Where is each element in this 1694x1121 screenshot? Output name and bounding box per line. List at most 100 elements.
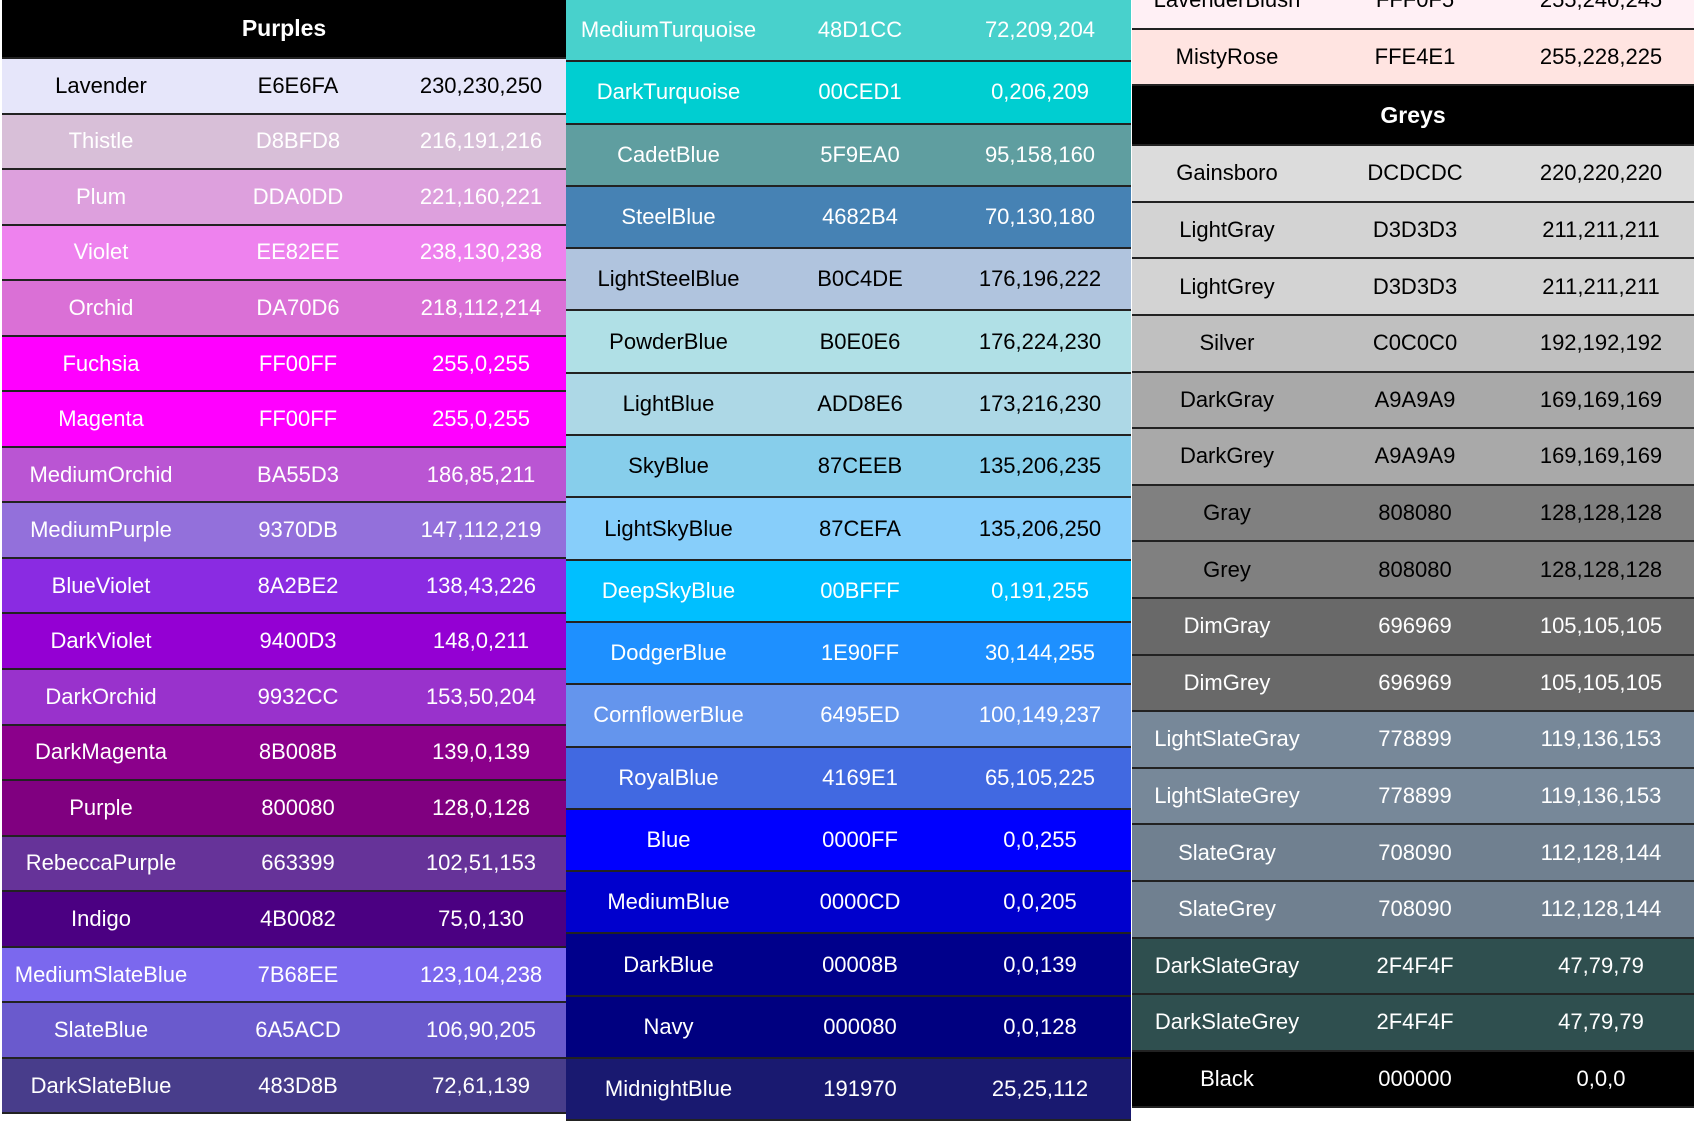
color-row: Magenta FF00FF 255,0,255 [2, 392, 566, 448]
color-hex-cell: 00008B [822, 951, 898, 977]
color-hex-cell: D8BFD8 [255, 128, 341, 154]
color-row: DarkBlue 00008B 0,0,139 [566, 934, 1131, 997]
color-rgb-cell: 255,0,255 [432, 350, 530, 376]
color-row: MidnightBlue 191970 25,25,112 [566, 1059, 1131, 1121]
color-row: DarkSlateGrey 2F4F4F 47,79,79 [1132, 995, 1694, 1052]
color-row: Lavender E6E6FA 230,230,250 [2, 59, 566, 115]
color-row: Gainsboro DCDCDC 220,220,220 [1132, 146, 1694, 203]
greys-column: LavenderBlushFFF0F5255,240,245 MistyRose F… [1132, 0, 1694, 1109]
color-hex-cell: 87CEFA [819, 515, 901, 541]
color-hex-cell: E6E6FA [257, 72, 339, 98]
color-hex-cell: 000080 [823, 1013, 897, 1039]
color-rgb-cell: 176,196,222 [978, 266, 1102, 292]
color-name-cell: DarkGrey [1179, 443, 1275, 469]
color-rgb-cell: 135,206,250 [978, 515, 1102, 541]
color-row: DarkGray A9A9A9 169,169,169 [1132, 372, 1694, 430]
color-row: Fuchsia FF00FF 255,0,255 [2, 336, 566, 393]
color-row: SlateBlue 6A5ACD 106,90,205 [2, 1003, 566, 1059]
color-name-cell: RebeccaPurple [25, 850, 177, 876]
color-hex-cell: 4682B4 [822, 204, 898, 230]
color-row: RebeccaPurple 663399 102,51,153 [2, 836, 566, 893]
color-rgb-cell: 119,136,153 [1540, 726, 1662, 752]
color-row: Gray 808080 128,128,128 [1132, 485, 1694, 543]
color-name-cell: PowderBlue [609, 328, 728, 354]
color-row: MediumTurquoise 48D1CC 72,209,204 [566, 0, 1131, 63]
color-rgb-cell: 173,216,230 [978, 390, 1102, 416]
color-rgb-cell: 105,105,105 [1539, 669, 1663, 695]
color-hex-cell: FFE4E1 [1374, 43, 1456, 69]
color-name-cell: MediumTurquoise [580, 17, 757, 43]
color-row: CornflowerBlue 6495ED 100,149,237 [566, 685, 1131, 748]
color-name-cell: MediumOrchid [29, 461, 173, 487]
color-row: DeepSkyBlue 00BFFF 0,191,255 [566, 560, 1131, 623]
color-hex-cell: 5F9EA0 [820, 141, 900, 167]
color-row: Violet EE82EE 238,130,238 [2, 225, 566, 282]
color-rgb-cell: 100,149,237 [978, 702, 1102, 728]
color-rgb-cell: 139,0,139 [432, 739, 530, 765]
color-rgb-cell: 119,136,153 [1540, 783, 1662, 809]
color-hex-cell: FF00FF [258, 406, 338, 432]
color-hex-cell: 4169E1 [822, 764, 898, 790]
color-row: Grey 808080 128,128,128 [1132, 542, 1694, 599]
color-name-cell: SlateGray [1178, 839, 1276, 865]
color-hex-cell: 2F4F4F [1376, 1009, 1454, 1035]
color-rgb-cell: 255,240,245 [1508, 0, 1694, 13]
purples-rows: Lavender E6E6FA 230,230,250 Thistle D8BFD8 21… [2, 59, 566, 1115]
color-row: DarkSlateGray 2F4F4F 47,79,79 [1132, 938, 1694, 996]
color-hex-cell: 708090 [1378, 839, 1452, 865]
color-name-cell: DarkTurquoise [596, 79, 741, 105]
color-name-cell: Navy [643, 1013, 694, 1039]
color-rgb-cell: 169,169,169 [1539, 386, 1663, 412]
color-rgb-cell: 138,43,226 [425, 572, 537, 598]
color-hex-cell: 800080 [261, 794, 335, 820]
color-name-cell: Blue [646, 827, 691, 852]
color-hex-cell: 87CEEB [817, 453, 903, 479]
color-hex-cell: 708090 [1378, 896, 1452, 922]
color-row: LightSlateGray 778899 119,136,153 [1132, 712, 1694, 769]
color-name-cell: LightSteelBlue [597, 266, 740, 292]
color-hex-cell: 808080 [1378, 556, 1452, 582]
color-hex-cell: FF00FF [258, 350, 338, 376]
color-name-cell: Indigo [71, 905, 131, 931]
blues-rows: MediumTurquoise 48D1CC 72,209,204 DarkTurqu… [566, 0, 1131, 1121]
color-name-cell: LightGray [1179, 217, 1275, 243]
color-name-cell: CadetBlue [617, 141, 720, 167]
color-rgb-cell: 95,158,160 [984, 141, 1096, 167]
color-row: Plum DDA0DD 221,160,221 [2, 170, 566, 226]
color-name-cell: Silver [1199, 330, 1255, 356]
color-name-cell: LightSlateGray [1154, 726, 1300, 752]
color-name-cell: SlateBlue [53, 1017, 149, 1043]
color-row: SteelBlue 4682B4 70,130,180 [566, 186, 1131, 250]
color-rgb-cell: 153,50,204 [425, 683, 537, 709]
color-rgb-cell: 176,224,230 [978, 328, 1102, 354]
color-name-cell: Thistle [68, 128, 134, 154]
color-row: LightBlue ADD8E6 173,216,230 [566, 373, 1131, 437]
color-name-cell: DodgerBlue [610, 640, 727, 666]
color-hex-cell: 8A2BE2 [257, 572, 339, 598]
color-name-cell: LavenderBlush [1132, 0, 1322, 13]
color-hex-cell: A9A9A9 [1374, 443, 1456, 469]
color-hex-cell: 483D8B [258, 1072, 338, 1098]
color-row: LightSkyBlue 87CEFA 135,206,250 [566, 498, 1131, 561]
color-rgb-cell: 192,192,192 [1539, 330, 1663, 356]
color-row: MistyRose FFE4E1 255,228,225 [1132, 29, 1694, 87]
color-rgb-cell: 255,0,255 [432, 406, 530, 432]
color-row: DarkOrchid 9932CC 153,50,204 [2, 670, 566, 726]
color-rgb-cell: 72,209,204 [984, 17, 1096, 43]
color-name-cell: LightSkyBlue [604, 515, 733, 541]
color-hex-cell: D3D3D3 [1372, 217, 1458, 243]
color-rgb-cell: 238,130,238 [419, 239, 543, 265]
color-name-cell: MediumBlue [607, 889, 730, 915]
greys-rows: Gainsboro DCDCDC 220,220,220 LightGray D3D3D… [1132, 146, 1694, 1109]
color-hex-cell: FFF0F5 [1322, 0, 1508, 13]
color-hex-cell: 0000CD [819, 889, 901, 915]
color-hex-cell: 000000 [1378, 1065, 1452, 1091]
color-rgb-cell: 0,0,255 [1003, 827, 1077, 852]
color-rgb-cell: 220,220,220 [1539, 160, 1663, 186]
color-name-cell: Black [1200, 1065, 1254, 1091]
color-rgb-cell: 72,61,139 [432, 1072, 530, 1098]
color-rgb-cell: 221,160,221 [419, 183, 543, 209]
color-rgb-cell: 75,0,130 [438, 905, 524, 931]
color-hex-cell: ADD8E6 [817, 390, 903, 416]
color-hex-cell: 696969 [1378, 669, 1452, 695]
